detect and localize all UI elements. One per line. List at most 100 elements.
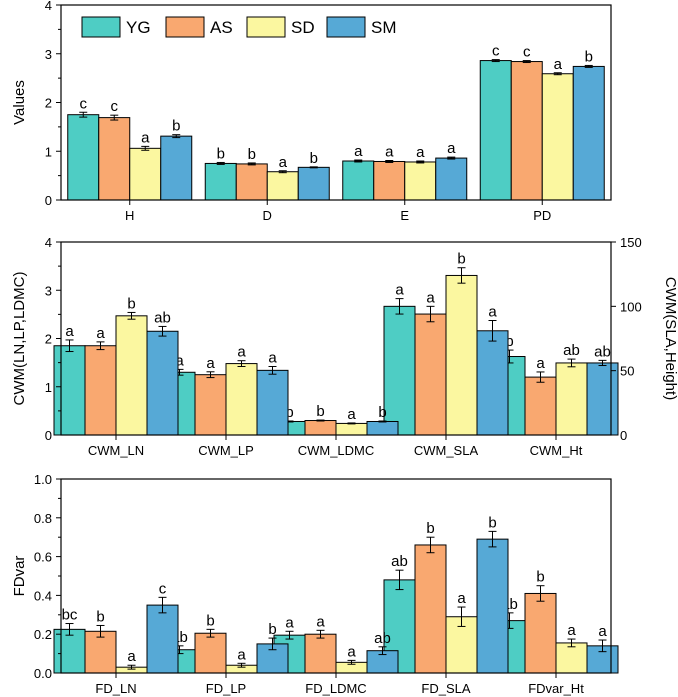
y-right-tick-label: 0 [620,428,627,443]
sig-letter-SM-CWM_LDMC: b [378,404,386,421]
sig-letter-AS-D: b [248,146,256,163]
sig-letter-SM-D: b [310,150,318,167]
sig-letter-AS-CWM_LP: a [206,355,215,372]
bar-AS-CWM_Ht [524,376,557,436]
sig-letter-SD-FD_LN: a [127,648,136,665]
sig-letter-SM-FD_LN: c [159,580,167,597]
y-tick-label: 0.8 [34,511,52,526]
legend-label-SM: SM [371,18,397,37]
sig-letter-SM-FD_LP: b [268,621,276,638]
bar-SM-H [160,135,193,201]
bar-SD-H [129,147,162,201]
y-tick-label: 3 [45,47,52,62]
x-tick-label: CWM_Ht [530,443,583,458]
sig-letter-AS-E: a [385,144,394,161]
y-axis-label: CWM(LN,LP,LDMC) [11,272,28,406]
y-tick-label: 0 [45,193,52,208]
sig-letter-AS-CWM_SLA: a [426,289,435,306]
y-tick-label: 1.0 [34,472,52,487]
y-axis-label-right: CWM(SLA,Height) [662,277,678,400]
sig-letter-AS-CWM_Ht: a [536,355,545,372]
panel-2: aababaabaabaababababaab01234050100150CWM… [11,235,678,458]
sig-letter-SD-CWM_LP: a [237,344,246,361]
sig-letter-SM-CWM_LP: a [268,349,277,366]
sig-letter-YG-CWM_SLA: a [395,282,404,299]
y-tick-label: 4 [45,235,52,250]
bar-AS-PD [510,61,543,201]
sig-letter-SD-E: a [416,144,425,161]
y-tick-label: 2 [45,332,52,347]
y-tick-label: 1 [45,144,52,159]
bar-AS-FD_LDMC [304,633,337,674]
x-tick-label: FD_LDMC [305,681,366,696]
bar-SD-D [266,171,299,201]
bar-AS-D [235,163,268,201]
bar-YG-FD_LN [53,628,86,674]
x-tick-label: FD_LP [206,681,246,696]
sig-letter-SM-FDvar_Ht: a [598,623,607,640]
y-tick-label: 0.6 [34,550,52,565]
sig-letter-SD-D: a [279,154,288,171]
x-tick-label: CWM_LP [198,443,254,458]
legend-swatch-AS [165,16,205,38]
y-tick-label: 3 [45,283,52,298]
sig-letter-SM-FD_LDMC: ab [374,630,391,647]
bar-SM-FD_SLA [476,538,509,674]
y-tick-label: 0.4 [34,588,52,603]
sig-letter-YG-FD_LN: bc [62,607,78,624]
sig-letter-AS-FDvar_Ht: b [536,569,544,586]
bar-YG-E [342,160,375,201]
bar-SM-D [297,166,330,201]
y-right-tick-label: 100 [620,299,642,314]
panel-1: c b a c c b a c a a a a b b a b 0 1 2 3 4 H D E PD Values [11,0,612,223]
sig-letter-AS-FD_LDMC: a [316,613,325,630]
bar-SD-CWM_LN [115,315,148,436]
x-tick-label: FD_LN [95,681,136,696]
bar-YG-CWM_SLA [383,305,416,436]
y-right-tick-label: 50 [620,364,634,379]
sig-letter-SM-E: a [447,140,456,157]
bar-SM-CWM_SLA [476,330,509,436]
sig-letter-SD-FD_LP: a [237,646,246,663]
bar-SD-CWM_LDMC [335,422,368,436]
x-tick-label: CWM_LDMC [298,443,375,458]
bar-SM-CWM_LP [256,369,289,436]
sig-letter-AS-CWM_LN: a [96,325,105,342]
legend-label-AS: AS [210,18,233,37]
legend-swatch-SD [246,16,286,38]
x-tick-label: E [400,208,409,223]
y-axis-label: Values [11,80,28,125]
y-axis-label: FDvar [11,556,28,597]
bar-SM-FD_LN [146,604,179,674]
sig-letter-YG-FD_LDMC: a [285,614,294,631]
x-tick-label: FDvar_Ht [528,681,584,696]
sig-letter-SD-CWM_SLA: b [457,251,465,268]
sig-letter-SD-H: a [141,129,150,146]
sig-letter-YG-E: a [354,143,363,160]
sig-letter-SD-CWM_Ht: ab [563,342,580,359]
sig-letter-AS-CWM_LDMC: b [316,403,324,420]
sig-letter-YG-FD_SLA: ab [391,553,408,570]
sig-letter-AS-FD_SLA: b [426,520,434,537]
bar-SM-CWM_Ht [586,362,619,436]
bar-AS-CWM_SLA [414,313,447,436]
bar-SD-CWM_SLA [445,274,478,436]
legend-swatch-SM [326,16,366,38]
bar-SM-CWM_LN [146,330,179,436]
x-tick-label: FD_SLA [421,681,470,696]
bar-AS-H [98,117,131,201]
sig-letter-SD-CWM_LDMC: a [347,406,356,423]
sig-letter-SM-PD: b [585,48,593,65]
sig-letter-YG-D: b [217,145,225,162]
sig-letter-SM-CWM_Ht: ab [594,343,611,360]
sig-letter-YG-CWM_Ht: b [505,333,513,350]
legend: YG AS SD SM [81,16,397,38]
sig-letter-AS-PD: c [523,44,531,61]
bar-SM-E [435,157,468,201]
sig-letter-YG-CWM_LN: a [65,323,74,340]
bar-AS-FD_LP [194,632,227,674]
bar-AS-CWM_LDMC [304,420,337,436]
bar-YG-PD [479,60,512,201]
bar-AS-CWM_LN [84,345,117,436]
